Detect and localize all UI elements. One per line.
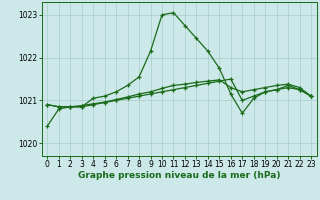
X-axis label: Graphe pression niveau de la mer (hPa): Graphe pression niveau de la mer (hPa) <box>78 171 280 180</box>
